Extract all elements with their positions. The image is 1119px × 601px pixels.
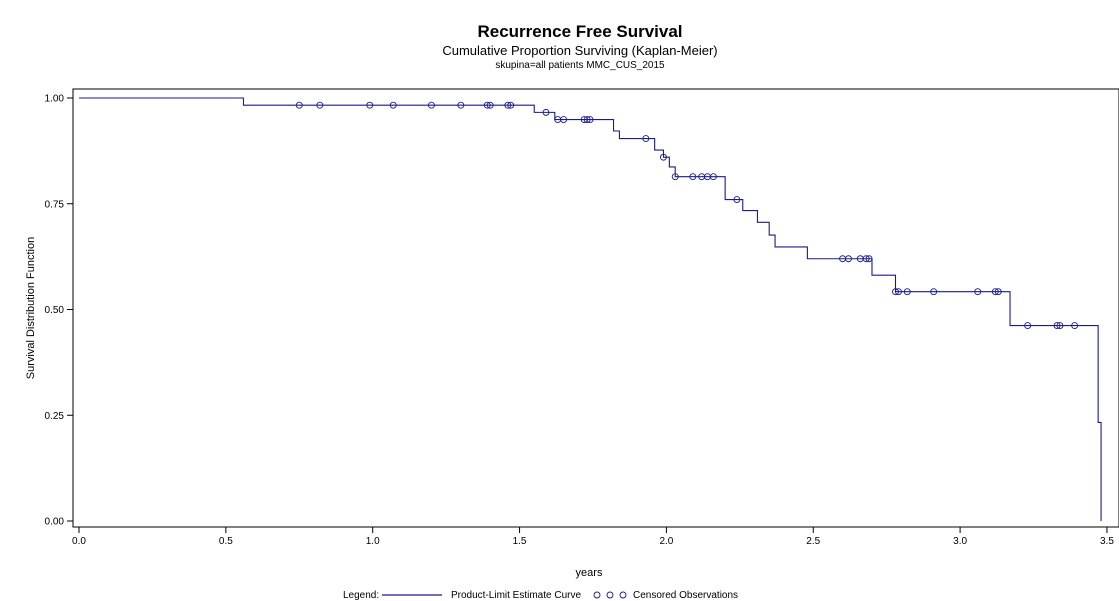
y-tick-label: 0.00 bbox=[45, 517, 65, 528]
censored-marker bbox=[560, 116, 568, 124]
censored-marker bbox=[903, 288, 911, 296]
censored-marker bbox=[660, 153, 667, 161]
x-tick-label: 3.5 bbox=[1100, 536, 1114, 547]
legend-curve-label: Product-Limit Estimate Curve bbox=[451, 590, 582, 601]
x-tick-label: 3.0 bbox=[953, 536, 967, 547]
chart-subtitle-group: skupina=all patients MMC_CUS_2015 bbox=[495, 60, 665, 71]
chart-title: Recurrence Free Survival bbox=[477, 22, 683, 41]
censored-marker bbox=[930, 288, 938, 296]
censored-marker bbox=[483, 101, 491, 109]
y-tick-label: 0.75 bbox=[45, 199, 65, 210]
x-tick-label: 2.5 bbox=[806, 536, 820, 547]
censored-marker bbox=[542, 108, 550, 116]
censored-marker bbox=[586, 116, 594, 124]
censored-marker bbox=[507, 101, 515, 109]
censored-marker bbox=[642, 135, 650, 143]
x-tick-label: 2.0 bbox=[659, 536, 673, 547]
censored-marker bbox=[994, 288, 1002, 296]
y-axis-label: Survival Distribution Function bbox=[25, 237, 37, 379]
censored-marker bbox=[457, 101, 465, 109]
censored-marker bbox=[1024, 322, 1032, 330]
censored-marker bbox=[1071, 322, 1079, 330]
censored-marker bbox=[709, 173, 717, 181]
chart-subtitle: Cumulative Proportion Surviving (Kaplan-… bbox=[442, 43, 718, 58]
censored-marker bbox=[583, 116, 591, 124]
x-tick-label: 0.0 bbox=[72, 536, 86, 547]
censored-marker bbox=[486, 101, 494, 109]
legend-curve-swatch bbox=[382, 594, 442, 596]
y-tick-label: 1.00 bbox=[45, 94, 65, 105]
censored-marker bbox=[1056, 322, 1064, 330]
censored-marker bbox=[733, 196, 741, 203]
censored-marker bbox=[862, 255, 870, 263]
censored-marker bbox=[427, 101, 435, 109]
censored-marker bbox=[974, 288, 982, 296]
censored-marker bbox=[671, 173, 679, 181]
censored-marker bbox=[894, 288, 902, 296]
censored-marker bbox=[1053, 322, 1061, 330]
x-tick-label: 1.5 bbox=[513, 536, 527, 547]
censored-marker bbox=[389, 101, 397, 109]
censored-marker bbox=[295, 101, 303, 109]
x-tick-label: 0.5 bbox=[219, 536, 233, 547]
x-axis-label: years bbox=[576, 567, 603, 579]
censored-marker bbox=[892, 288, 899, 296]
legend-label: Legend: bbox=[343, 590, 380, 601]
legend-censored-label: Censored Observations bbox=[633, 590, 739, 601]
censored-marker bbox=[991, 288, 999, 296]
x-tick-label: 1.0 bbox=[366, 536, 380, 547]
censored-marker bbox=[504, 101, 512, 109]
censored-marker bbox=[366, 101, 374, 109]
survival-curve bbox=[79, 97, 1102, 521]
y-tick-label: 0.50 bbox=[45, 305, 65, 316]
censored-marker bbox=[865, 255, 873, 263]
censored-marker bbox=[845, 255, 852, 263]
plot-frame bbox=[72, 88, 1119, 528]
y-tick-label: 0.25 bbox=[45, 411, 65, 422]
censored-marker bbox=[689, 173, 697, 181]
censored-marker bbox=[316, 101, 324, 109]
legend-censored-swatch bbox=[593, 591, 627, 599]
